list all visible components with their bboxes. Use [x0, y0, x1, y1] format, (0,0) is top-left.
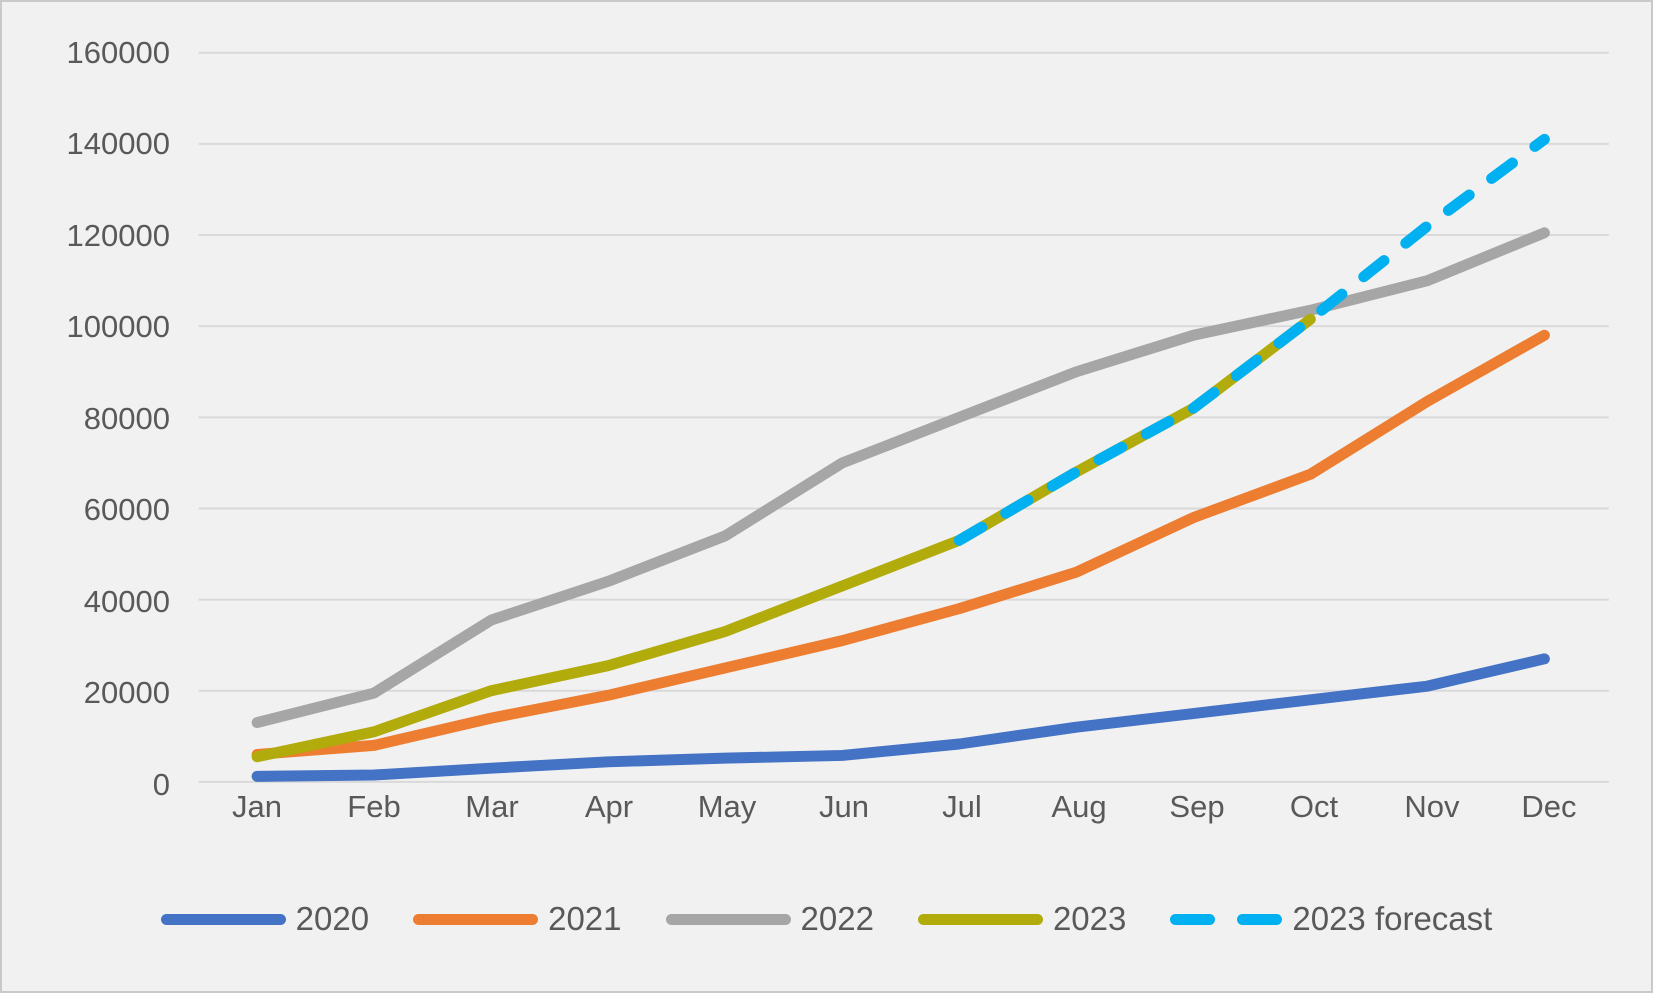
legend-label: 2023: [1052, 900, 1127, 937]
x-axis-label: Oct: [1289, 789, 1339, 824]
y-axis-tick: 20000: [83, 675, 170, 710]
y-axis-tick: 60000: [83, 492, 170, 527]
y-axis-tick: 0: [152, 767, 170, 802]
legend-label: 2020: [295, 900, 370, 937]
y-axis-tick: 160000: [66, 35, 170, 70]
chart-legend: 2020 2021 2022 2023 2023 forecast: [2, 900, 1651, 938]
legend-item: 2022: [665, 900, 874, 938]
x-axis-label: Jun: [819, 789, 869, 824]
legend-marker-2023: [917, 913, 1043, 925]
x-axis-label: Mar: [465, 789, 519, 824]
y-axis-tick: 120000: [66, 218, 170, 253]
x-axis-label: May: [697, 789, 757, 824]
legend-marker-2023-forecast: [1170, 913, 1283, 925]
y-axis-tick: 140000: [66, 126, 170, 161]
legend-marker-2020: [160, 913, 286, 925]
x-axis-label: Nov: [1404, 789, 1460, 824]
x-axis-label: Dec: [1521, 789, 1577, 824]
legend-item: 2020: [160, 900, 370, 938]
x-axis-label: Sep: [1169, 789, 1225, 824]
legend-label: 2023 forecast: [1292, 900, 1493, 937]
legend-label: 2022: [800, 900, 874, 937]
x-axis-label: Feb: [347, 789, 401, 824]
x-axis-label: Aug: [1051, 789, 1107, 824]
x-axis-label: Jan: [232, 789, 282, 824]
x-axis-label: Jul: [942, 789, 982, 824]
y-axis-tick: 80000: [83, 401, 170, 436]
legend-item: 2023: [917, 900, 1127, 938]
y-axis-tick: 100000: [66, 309, 170, 344]
legend-label: 2021: [548, 900, 622, 937]
legend-item: 2023 forecast: [1170, 900, 1492, 938]
legend-item: 2021: [413, 900, 622, 938]
y-axis-tick: 40000: [83, 584, 170, 619]
x-axis-label: Apr: [584, 789, 634, 824]
legend-marker-2021: [413, 913, 539, 925]
legend-marker-2022: [665, 913, 791, 925]
